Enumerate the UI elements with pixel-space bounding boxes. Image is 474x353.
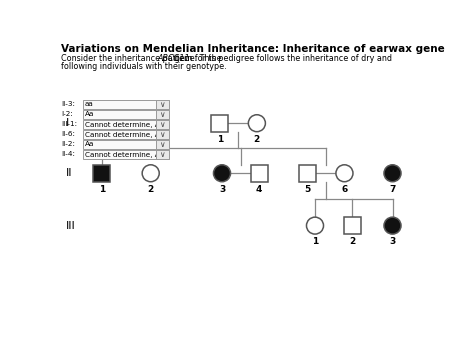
- Text: Cannot determine, A_: Cannot determine, A_: [85, 151, 163, 158]
- Bar: [156, 100, 169, 109]
- Bar: [83, 110, 169, 119]
- Text: 4: 4: [256, 185, 263, 194]
- Text: Aa: Aa: [85, 142, 94, 148]
- Text: ∨: ∨: [160, 120, 165, 129]
- Bar: [251, 165, 268, 182]
- Text: 2: 2: [147, 185, 154, 194]
- Text: I-2:: I-2:: [62, 111, 73, 117]
- Text: III: III: [65, 221, 75, 231]
- Circle shape: [248, 115, 265, 132]
- Text: Cannot determine, A_: Cannot determine, A_: [85, 131, 163, 138]
- Bar: [83, 120, 169, 128]
- Text: 3: 3: [389, 237, 396, 246]
- Text: I: I: [65, 118, 69, 128]
- Circle shape: [384, 217, 401, 234]
- Text: 2: 2: [254, 135, 260, 144]
- Text: aa: aa: [85, 101, 93, 107]
- Bar: [83, 150, 169, 158]
- Text: Consider the inheritance pattern for the: Consider the inheritance pattern for the: [61, 54, 224, 63]
- Bar: [93, 165, 110, 182]
- Circle shape: [142, 165, 159, 182]
- Bar: [83, 140, 169, 149]
- Text: gene. This pedigree follows the inheritance of dry and: gene. This pedigree follows the inherita…: [172, 54, 392, 63]
- Text: ∨: ∨: [160, 130, 165, 139]
- Text: 2: 2: [349, 237, 356, 246]
- Bar: [156, 130, 169, 139]
- Text: 1: 1: [99, 185, 105, 194]
- Text: ∨: ∨: [160, 100, 165, 109]
- Circle shape: [213, 165, 230, 182]
- Text: ∨: ∨: [160, 140, 165, 149]
- Bar: [156, 150, 169, 158]
- Text: ∨: ∨: [160, 150, 165, 159]
- Text: 1: 1: [217, 135, 223, 144]
- Circle shape: [307, 217, 324, 234]
- Text: Variations on Mendelian Inheritance: Inheritance of earwax gene: Variations on Mendelian Inheritance: Inh…: [61, 44, 445, 54]
- Bar: [156, 140, 169, 149]
- Circle shape: [336, 165, 353, 182]
- Text: 1: 1: [312, 237, 318, 246]
- Text: 3: 3: [219, 185, 225, 194]
- Text: ∨: ∨: [160, 110, 165, 119]
- Text: II-4:: II-4:: [62, 151, 75, 157]
- Text: II-2:: II-2:: [62, 142, 75, 148]
- Text: II: II: [65, 168, 72, 178]
- Text: 6: 6: [341, 185, 347, 194]
- Bar: [156, 120, 169, 128]
- Text: following individuals with their genotype.: following individuals with their genotyp…: [61, 62, 227, 71]
- Bar: [83, 130, 169, 139]
- Bar: [156, 110, 169, 119]
- Bar: [299, 165, 316, 182]
- Text: 7: 7: [389, 185, 396, 194]
- Text: 5: 5: [304, 185, 310, 194]
- Text: II-6:: II-6:: [62, 131, 75, 137]
- Circle shape: [384, 165, 401, 182]
- Text: Aa: Aa: [85, 111, 94, 117]
- Bar: [344, 217, 361, 234]
- Text: ABCC11: ABCC11: [158, 54, 190, 63]
- Bar: [211, 115, 228, 132]
- Text: II-3:: II-3:: [62, 101, 75, 107]
- Text: Cannot determine, A_: Cannot determine, A_: [85, 121, 163, 128]
- Bar: [83, 100, 169, 109]
- Text: III-1:: III-1:: [62, 121, 78, 127]
